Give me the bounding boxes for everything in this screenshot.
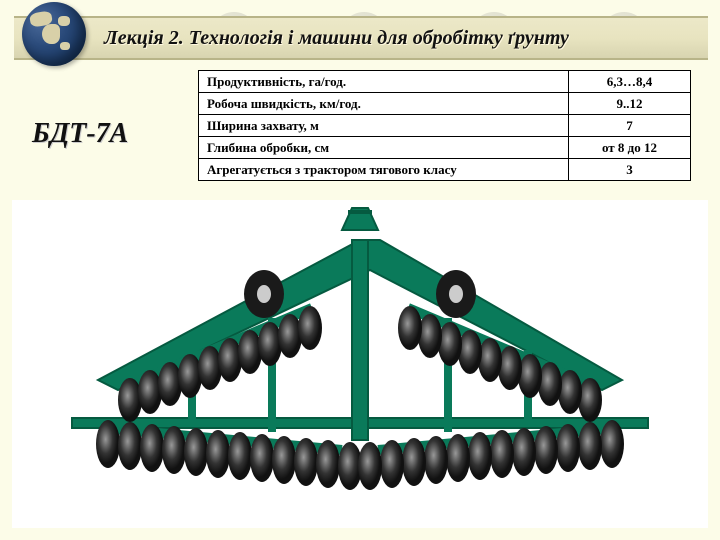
spec-label: Глибина обробки, см	[199, 137, 569, 159]
table-row: Глибина обробки, см от 8 до 12	[199, 137, 691, 159]
spec-label: Ширина захвату, м	[199, 115, 569, 137]
globe-icon	[22, 2, 92, 72]
table-row: Продуктивність, га/год. 6,3…8,4	[199, 71, 691, 93]
machine-illustration	[12, 200, 708, 528]
table-row: Робоча швидкість, км/год. 9..12	[199, 93, 691, 115]
spec-value: 3	[569, 159, 691, 181]
spec-label: Продуктивність, га/год.	[199, 71, 569, 93]
spec-value: 7	[569, 115, 691, 137]
model-label: БДТ-7А	[32, 118, 128, 150]
page-title: Лекція 2. Технологія і машини для обробі…	[104, 27, 569, 50]
harrow-svg	[12, 200, 708, 528]
spec-label: Агрегатується з трактором тягового класу	[199, 159, 569, 181]
header-bar: Лекція 2. Технологія і машини для обробі…	[14, 16, 708, 60]
spec-value: 6,3…8,4	[569, 71, 691, 93]
spec-table: Продуктивність, га/год. 6,3…8,4 Робоча ш…	[198, 70, 691, 181]
spec-label: Робоча швидкість, км/год.	[199, 93, 569, 115]
table-row: Ширина захвату, м 7	[199, 115, 691, 137]
table-row: Агрегатується з трактором тягового класу…	[199, 159, 691, 181]
spec-value: 9..12	[569, 93, 691, 115]
spec-value: от 8 до 12	[569, 137, 691, 159]
